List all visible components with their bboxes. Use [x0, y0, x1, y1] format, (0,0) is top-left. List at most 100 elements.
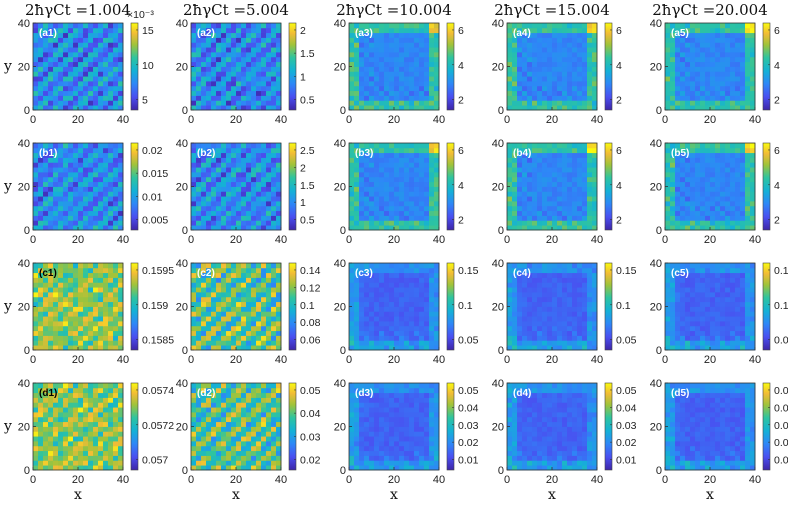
heatmap-cell: [567, 176, 573, 183]
heatmap-cell: [58, 81, 64, 87]
heatmap-cell: [256, 215, 262, 221]
heatmap-cell: [577, 66, 583, 72]
heatmap-cell: [196, 272, 202, 278]
heatmap-cell: [256, 335, 262, 341]
heatmap-cell: [735, 90, 741, 96]
heatmap-cell: [512, 287, 518, 293]
heatmap-cell: [374, 225, 380, 231]
heatmap-cell: [710, 167, 716, 173]
heatmap-c5: [665, 263, 756, 351]
heatmap-cell: [359, 292, 365, 298]
heatmap-cell: [241, 23, 247, 29]
heatmap-cell: [592, 325, 598, 332]
heatmap-cell: [680, 90, 686, 96]
heatmap-cell: [246, 52, 252, 58]
heatmap-cell: [359, 330, 365, 336]
heatmap-cell: [211, 335, 217, 341]
heatmap-cell: [118, 325, 124, 332]
heatmap-cell: [33, 105, 39, 111]
heatmap-cell: [33, 340, 39, 346]
heatmap-cell: [271, 330, 277, 336]
heatmap-cell: [43, 37, 49, 43]
heatmap-cell: [98, 47, 104, 53]
heatmap-cell: [414, 215, 420, 221]
heatmap-cell: [354, 282, 360, 288]
heatmap-cell: [88, 205, 94, 212]
heatmap-cell: [725, 220, 731, 226]
heatmap-cell: [434, 181, 440, 187]
heatmap-cell: [73, 167, 79, 173]
heatmap-cell: [394, 37, 400, 43]
heatmap-cell: [113, 210, 119, 216]
heatmap-cell: [389, 56, 395, 63]
heatmap-cell: [201, 321, 207, 327]
heatmap-cell: [557, 301, 563, 307]
heatmap-cell: [680, 201, 686, 207]
heatmap-cell: [221, 181, 227, 187]
heatmap-cell: [720, 210, 726, 216]
heatmap-cell: [572, 143, 578, 149]
heatmap-cell: [725, 172, 731, 178]
heatmap-cell: [251, 176, 257, 183]
heatmap-cell: [196, 330, 202, 336]
heatmap-cell: [592, 23, 598, 29]
heatmap-cell: [690, 76, 696, 82]
heatmap-cell: [577, 321, 583, 327]
heatmap-cell: [83, 296, 89, 303]
heatmap-cell: [725, 340, 731, 346]
heatmap-cell: [359, 85, 365, 92]
heatmap-cell: [379, 335, 385, 341]
heatmap-cell: [364, 306, 370, 312]
heatmap-cell: [191, 42, 197, 48]
heatmap-cell: [532, 167, 538, 173]
heatmap-cell: [512, 147, 518, 154]
heatmap-cell: [680, 32, 686, 38]
heatmap-cell: [532, 301, 538, 307]
heatmap-cell: [48, 340, 54, 346]
heatmap-cell: [241, 215, 247, 221]
heatmap-cell: [572, 225, 578, 231]
heatmap-cell: [389, 37, 395, 43]
heatmap-cell: [522, 345, 528, 351]
heatmap-cell: [434, 272, 440, 278]
heatmap-cell: [53, 201, 59, 207]
heatmap-cell: [725, 330, 731, 336]
heatmap-cell: [562, 47, 568, 53]
heatmap-cell: [349, 27, 355, 34]
heatmap-cell: [512, 172, 518, 178]
heatmap-cell: [675, 32, 681, 38]
heatmap-cell: [567, 90, 573, 96]
heatmap-cell: [374, 345, 380, 351]
heatmap-cell: [537, 201, 543, 207]
heatmap-cell: [720, 66, 726, 72]
heatmap-cell: [231, 157, 237, 163]
colorbar-tick-label: 1.5: [300, 180, 315, 192]
heatmap-cell: [750, 32, 756, 38]
heatmap-cell: [730, 32, 736, 38]
heatmap-cell: [261, 71, 267, 77]
heatmap-cell: [78, 225, 84, 231]
heatmap-cell: [725, 81, 731, 87]
heatmap-cell: [364, 37, 370, 43]
heatmap-cell: [251, 152, 257, 158]
heatmap-cell: [680, 316, 686, 322]
heatmap-cell: [379, 311, 385, 317]
heatmap-cell: [404, 186, 410, 192]
colorbar-tick-label: 2: [300, 25, 306, 37]
heatmap-cell: [577, 277, 583, 283]
y-tick-label: 20: [334, 302, 346, 314]
colorbar-tick-label: 2: [616, 215, 622, 227]
heatmap-cell: [695, 56, 701, 63]
heatmap-cell: [567, 71, 573, 77]
heatmap-cell: [552, 215, 558, 221]
heatmap-cell: [118, 277, 124, 283]
heatmap-cell: [512, 345, 518, 351]
heatmap-cell: [261, 325, 267, 332]
heatmap-cell: [720, 147, 726, 154]
heatmap-cell: [700, 147, 706, 154]
heatmap-cell: [419, 56, 425, 63]
heatmap-cell: [241, 277, 247, 283]
heatmap-cell: [429, 37, 435, 43]
heatmap-cell: [354, 37, 360, 43]
